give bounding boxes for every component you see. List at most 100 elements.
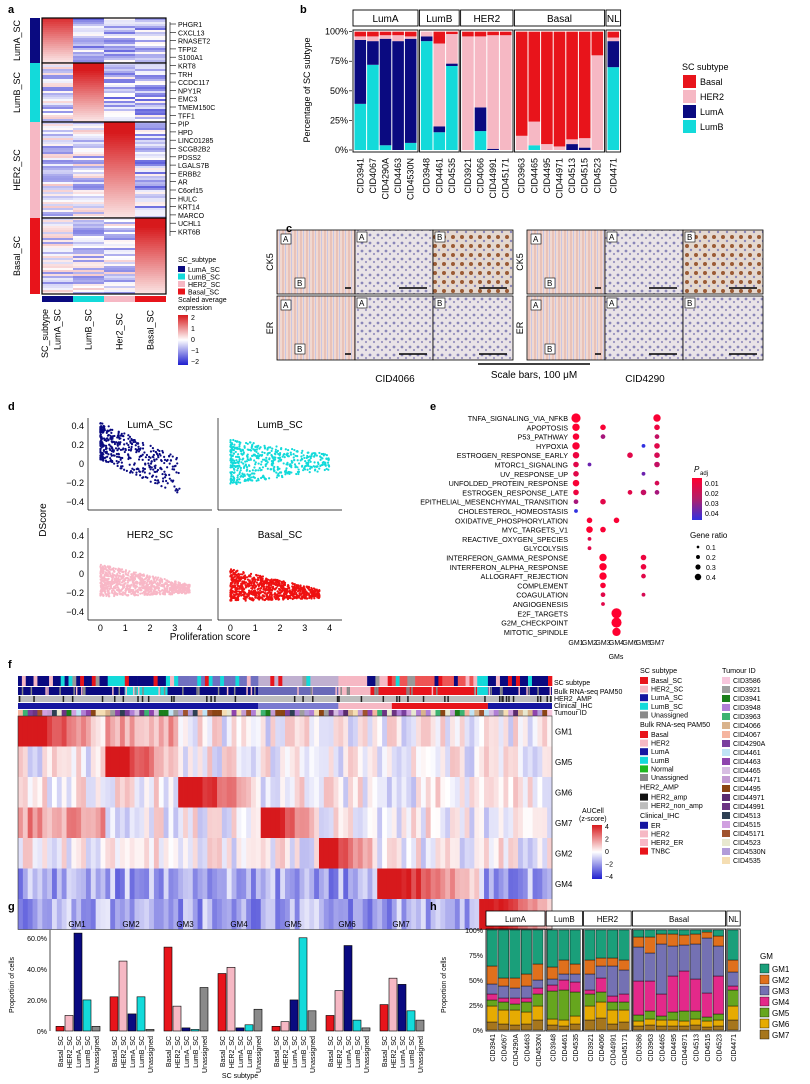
- heatmap-cell: [168, 868, 174, 899]
- heatmap-cell: [285, 899, 291, 930]
- track-cell: [299, 710, 305, 716]
- heatmap-cell: [104, 146, 136, 149]
- facet-frame: [352, 29, 419, 153]
- scatter-point: [155, 452, 159, 455]
- heatmap-cell: [95, 807, 101, 838]
- heatmap-cell: [518, 807, 524, 838]
- heatmap-cell: [236, 868, 242, 899]
- heatmap-cell: [168, 746, 174, 777]
- scale-legend-text: Scale bars, 100 μM: [491, 370, 577, 381]
- heatmap-cell: [260, 716, 266, 747]
- scatter-point: [161, 480, 165, 483]
- scatter-point: [273, 592, 277, 595]
- heatmap-cell: [42, 30, 74, 33]
- scatter-point: [146, 589, 149, 592]
- bar: [334, 990, 344, 1032]
- bar-segment: [578, 31, 591, 139]
- heatmap-cell: [135, 176, 167, 179]
- heatmap-cell: [85, 868, 92, 899]
- track-cell: [210, 696, 212, 702]
- heatmap-cell: [333, 746, 339, 777]
- heatmap-cell: [518, 716, 524, 747]
- bar-segment: [379, 38, 392, 146]
- heatmap-cell: [547, 746, 553, 777]
- heatmap-cell: [73, 50, 105, 53]
- scatter-point: [236, 469, 239, 472]
- x-tick-label: CID45171: [501, 158, 511, 199]
- heatmap-cell: [104, 67, 136, 70]
- scatter-point: [120, 576, 123, 579]
- heatmap-cell: [134, 716, 140, 747]
- scatter-point: [289, 464, 292, 467]
- heatmap-cell: [294, 746, 300, 777]
- heatmap-cell: [135, 50, 167, 53]
- heatmap-cell: [104, 182, 136, 185]
- heatmap-cell: [104, 172, 136, 175]
- scatter-point: [183, 592, 187, 595]
- scatter-point: [107, 425, 110, 428]
- scatter-point: [232, 467, 235, 470]
- bar: [181, 1027, 191, 1032]
- heatmap-cell: [27, 868, 33, 899]
- heatmap-cell: [135, 140, 167, 143]
- heatmap-cell: [73, 242, 105, 245]
- scatter-point: [276, 584, 279, 588]
- scatter-point: [109, 580, 112, 583]
- scatter-point: [274, 583, 277, 587]
- scatter-point: [143, 451, 146, 454]
- heatmap-cell: [42, 58, 74, 61]
- heatmap-cell: [104, 48, 136, 51]
- row-label: GM6: [555, 788, 573, 797]
- heatmap-cell: [104, 288, 136, 291]
- track-cell: [418, 676, 424, 686]
- scatter-point: [164, 473, 167, 476]
- heatmap-cell: [32, 777, 38, 808]
- scatter-point: [235, 465, 238, 468]
- scatter-point: [156, 454, 160, 457]
- scatter-point: [116, 574, 120, 577]
- heatmap-cell: [513, 807, 519, 838]
- heatmap-cell: [333, 868, 339, 899]
- heatmap-cell: [221, 716, 228, 747]
- heatmap-cell: [42, 272, 74, 275]
- bar-segment: [474, 31, 487, 37]
- track-cell: [21, 687, 24, 695]
- heatmap-cell: [153, 777, 160, 808]
- heatmap-cell: [135, 162, 167, 165]
- heatmap-cell: [104, 152, 136, 155]
- heatmap-cell: [71, 746, 77, 777]
- row-group-bar: [30, 218, 40, 294]
- heatmap-cell: [90, 807, 97, 838]
- heatmap-cell: [135, 91, 167, 94]
- heatmap-cell: [135, 212, 167, 215]
- heatmap-cell: [104, 208, 136, 211]
- track-cell: [415, 676, 420, 686]
- scatter-point: [146, 579, 149, 582]
- track-cell: [493, 710, 499, 716]
- size-tick: 0.1: [706, 545, 716, 552]
- scatter-point: [246, 468, 249, 471]
- size-tick: 0.4: [706, 575, 716, 582]
- bar: [280, 1021, 290, 1032]
- heatmap-cell: [163, 899, 169, 930]
- heatmap-cell: [51, 746, 58, 777]
- heatmap-cell: [173, 838, 179, 869]
- scatter-point: [282, 598, 285, 601]
- scatter-point: [230, 473, 233, 476]
- inset-tag-label: B: [437, 233, 442, 242]
- pathway-label: ESTROGEN_RESPONSE_LATE: [462, 488, 568, 497]
- heatmap-cell: [280, 716, 286, 747]
- scatter-point: [118, 591, 121, 594]
- heatmap-cell: [377, 716, 383, 747]
- heatmap-cell: [498, 868, 504, 899]
- track-cell: [116, 676, 121, 686]
- scatter-point: [100, 427, 103, 430]
- scatter-point: [291, 447, 294, 451]
- heatmap-cell: [158, 746, 165, 777]
- heatmap-cell: [416, 716, 422, 747]
- heatmap-cell: [508, 807, 514, 838]
- scatter-point: [250, 587, 253, 590]
- facet-label: LumB: [426, 14, 452, 25]
- scatter-point: [257, 469, 260, 472]
- heatmap-cell: [314, 899, 320, 930]
